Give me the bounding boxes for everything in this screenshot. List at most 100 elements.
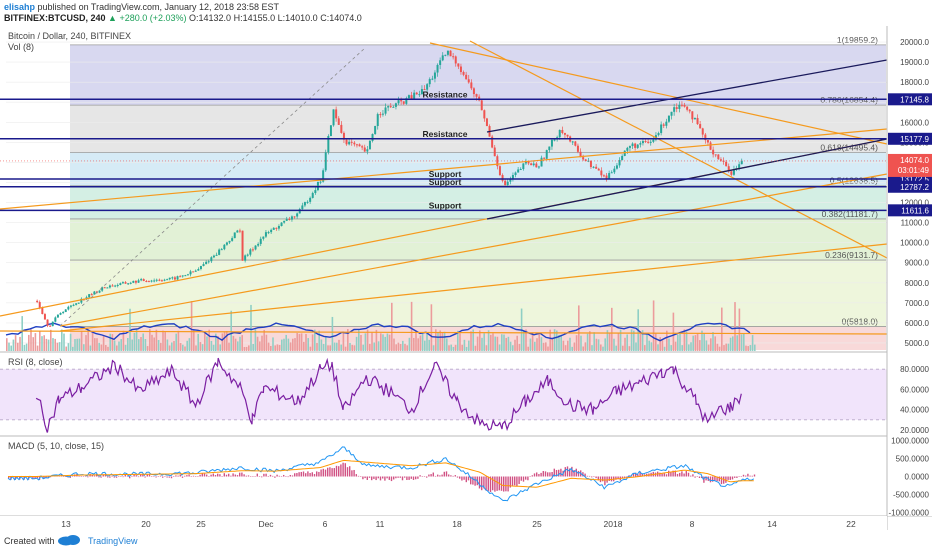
volume-bar [212, 344, 215, 351]
volume-bar [514, 339, 516, 351]
candle-body [186, 274, 189, 276]
volume-bar [186, 340, 188, 351]
volume-bar [155, 329, 158, 351]
macd-hist-bar [467, 476, 470, 481]
macd-hist-bar [258, 476, 261, 477]
volume-bar [593, 332, 595, 351]
candles [36, 50, 743, 328]
volume-bar [118, 341, 120, 351]
macd-hist-bar [305, 473, 307, 477]
macd-hist-bar [223, 473, 225, 477]
fib-level-label: 0.5(12838.5) [830, 176, 878, 186]
volume-bar [509, 341, 512, 351]
macd-hist-bar [518, 476, 520, 485]
volume-bar [575, 335, 578, 351]
tradingview-brand-link[interactable]: TradingView [88, 536, 138, 546]
candle-body [589, 160, 592, 168]
macd-hist-bar [439, 475, 441, 477]
candle-body [314, 190, 317, 194]
candle-body [407, 95, 410, 99]
volume-bar [230, 310, 232, 351]
price-tick-label: 19000.0 [900, 58, 929, 67]
macd-hist-bar [133, 474, 135, 477]
macd-hist-bar [516, 476, 518, 487]
macd-hist-bar [698, 476, 701, 478]
volume-bar [426, 333, 428, 351]
volume-bar [745, 345, 747, 351]
candle-body [197, 269, 200, 271]
volume-bar [672, 312, 675, 351]
macd-hist-bar [82, 476, 85, 477]
volume-bar [571, 346, 573, 351]
macd-hist-bar [302, 471, 305, 477]
macd-hist-bar [428, 474, 430, 477]
price-tick-label: 16000.0 [900, 118, 929, 127]
macd-hist-bar [217, 473, 219, 477]
candle-body [618, 160, 621, 166]
volume-bar [149, 329, 151, 351]
macd-tick-label: -500.0000 [893, 490, 930, 499]
volume-bar [226, 331, 228, 351]
volume-bar [173, 341, 175, 351]
macd-hist-bar [602, 476, 604, 482]
macd-hist-bar [188, 474, 190, 477]
time-axis-bg [0, 516, 887, 530]
volume-bar [283, 338, 285, 351]
macd-hist-bar [621, 476, 624, 479]
candle-body [647, 141, 650, 143]
macd-hist-bar [753, 474, 756, 477]
candle-body [337, 118, 340, 125]
macd-hist-bar [595, 476, 597, 479]
candle-body [480, 100, 483, 111]
macd-hist-bar [179, 474, 181, 477]
macd-hist-bar [91, 474, 93, 477]
macd-hist-bar [263, 473, 265, 477]
macd-hist-bar [641, 473, 643, 477]
macd-hist-bar [353, 469, 355, 477]
volume-bar [364, 333, 367, 351]
candle-body [530, 163, 533, 166]
volume-bar [487, 330, 490, 351]
symbol-label[interactable]: BITFINEX:BTCUSD, 240 [4, 13, 106, 23]
macd-hist-bar [100, 476, 102, 478]
volume-bar [168, 345, 171, 351]
chart-canvas[interactable]: 1(19859.2) 0.786(16854.4) 0.618(14495.4) 0.… [0, 26, 932, 530]
published-text: published on TradingView.com, January 12… [37, 2, 280, 12]
volume-bar [298, 333, 301, 351]
support-resistance: ResistanceResistanceSupportSupportSuppor… [0, 89, 887, 212]
time-tick-label: 14 [767, 519, 777, 529]
volume-bar [140, 337, 142, 351]
volume-bar [668, 338, 670, 351]
macd-hist-bar [327, 467, 329, 477]
volume-bar [287, 338, 290, 351]
volume-bar [626, 334, 628, 351]
volume-bar [432, 345, 435, 351]
sr-level-label: Resistance [423, 89, 468, 99]
macd-hist-bar [111, 475, 113, 477]
volume-bar [6, 338, 8, 351]
volume-bar [386, 333, 389, 351]
volume-bar [650, 342, 653, 351]
volume-bar [470, 331, 472, 351]
macd-hist-bar [690, 475, 692, 477]
macd-hist-bar [274, 476, 276, 478]
macd-hist-bar [701, 476, 703, 479]
candle-body [597, 168, 600, 171]
author-link[interactable]: elisahp [4, 2, 36, 12]
volume-bar [681, 345, 683, 351]
macd-hist-bar [437, 474, 439, 477]
macd-hist-bar [679, 472, 681, 477]
macd-histogram [8, 462, 756, 493]
volume-bar [690, 342, 692, 351]
candle-body [449, 50, 452, 57]
volume-bar [160, 342, 162, 351]
volume-bar [567, 340, 569, 351]
candle-body [280, 222, 283, 227]
macd-hist-bar [584, 473, 586, 477]
macd-hist-bar [593, 476, 595, 477]
macd-hist-bar [474, 476, 476, 486]
candle-body [657, 133, 660, 136]
candle-body [423, 89, 426, 91]
candle-body [446, 50, 449, 55]
candle-body [38, 302, 41, 308]
